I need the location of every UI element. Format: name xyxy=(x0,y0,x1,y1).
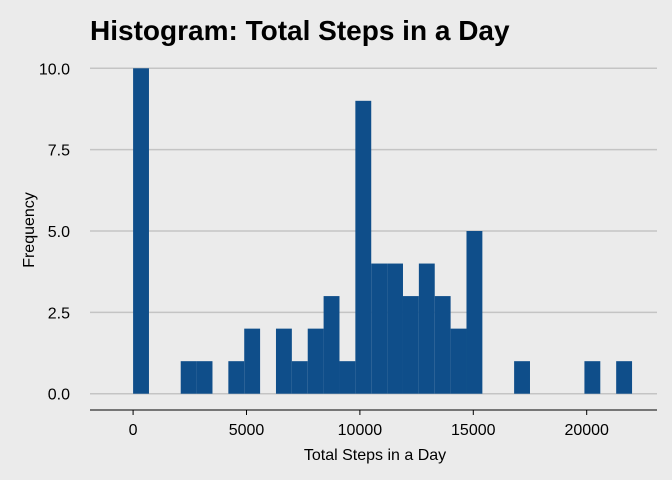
x-tick-label-2: 10000 xyxy=(338,422,383,439)
x-tick-label-0: 0 xyxy=(129,422,138,439)
x-axis-title: Total Steps in a Day xyxy=(304,447,446,464)
histogram-bar-11 xyxy=(371,263,388,394)
histogram-bar-14 xyxy=(418,263,435,394)
histogram-bar-3 xyxy=(228,361,245,394)
x-tick-label-4: 20000 xyxy=(564,422,609,439)
y-tick-label-1: 2.5 xyxy=(48,305,70,322)
histogram-bar-9 xyxy=(339,361,356,394)
x-axis-ticks: 0 5000 10000 15000 20000 xyxy=(129,410,609,439)
y-tick-label-2: 5.0 xyxy=(48,224,70,241)
histogram-bar-10 xyxy=(355,100,372,394)
histogram-bar-18 xyxy=(514,361,530,394)
x-tick-label-1: 5000 xyxy=(229,422,265,439)
histogram-bar-1 xyxy=(180,361,197,394)
histogram-bar-4 xyxy=(244,328,261,394)
y-axis-title: Frequency xyxy=(21,192,38,268)
histogram-bar-6 xyxy=(291,361,308,394)
histogram-bar-13 xyxy=(402,296,419,394)
histogram-bar-5 xyxy=(275,328,292,394)
x-tick-label-3: 15000 xyxy=(451,422,496,439)
histogram-bar-15 xyxy=(434,296,451,394)
grid-lines xyxy=(90,67,657,395)
y-tick-label-0: 0.0 xyxy=(48,387,70,404)
histogram-bar-19 xyxy=(584,361,601,394)
bars xyxy=(133,68,633,394)
histogram-bar-0 xyxy=(133,68,149,394)
histogram-bar-17 xyxy=(466,231,483,394)
histogram-bar-16 xyxy=(450,328,467,394)
y-tick-label-3: 7.5 xyxy=(48,143,70,160)
histogram-bar-2 xyxy=(196,361,213,394)
histogram-bar-20 xyxy=(616,361,633,394)
histogram-bar-8 xyxy=(323,296,340,394)
chart-title: Histogram: Total Steps in a Day xyxy=(90,15,510,46)
histogram-bar-12 xyxy=(387,263,403,394)
y-tick-label-4: 10.0 xyxy=(39,61,70,78)
histogram-bar-7 xyxy=(307,328,324,394)
y-axis-ticks: 0.0 2.5 5.0 7.5 10.0 xyxy=(39,61,70,403)
